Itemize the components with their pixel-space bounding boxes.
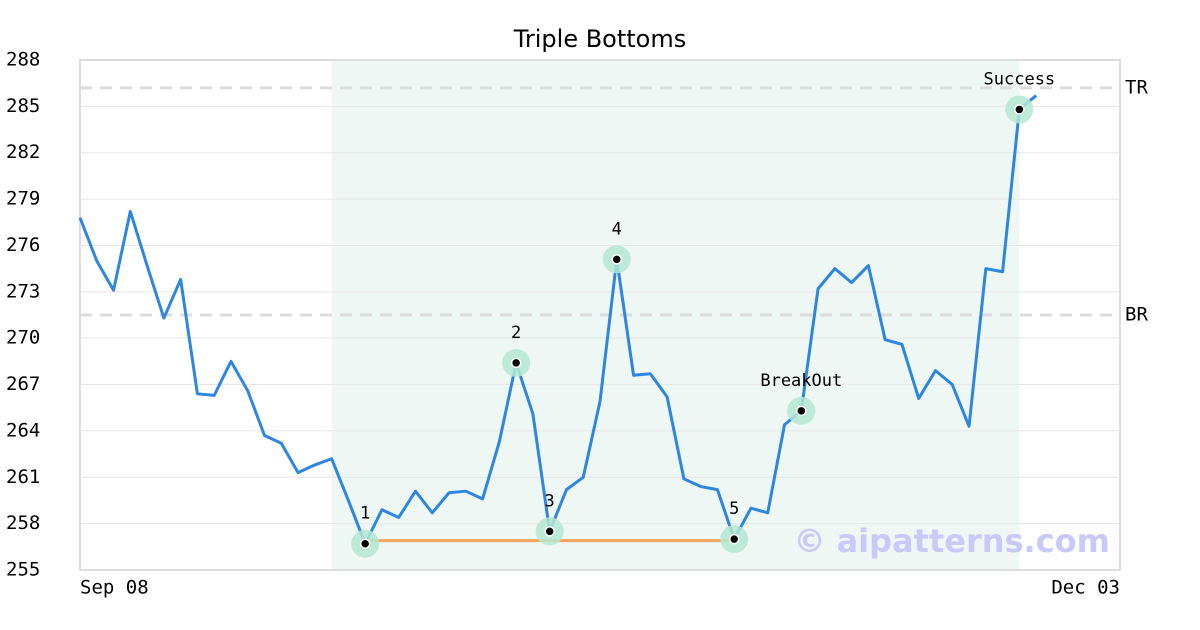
pivot-dot — [510, 357, 522, 369]
y-tick-label: 270 — [6, 327, 40, 349]
y-tick-label: 273 — [6, 280, 40, 302]
y-tick-label: 261 — [6, 466, 40, 488]
price-line — [78, 94, 1038, 546]
y-tick-label: 282 — [6, 141, 40, 163]
y-tick-label: 288 — [6, 49, 40, 71]
plot-frame — [79, 59, 1121, 571]
pivot-label: 5 — [729, 499, 739, 519]
chart-title: Triple Bottoms — [513, 25, 687, 53]
pivot-dot — [728, 533, 740, 545]
pivot-dot — [359, 538, 371, 549]
y-tick-label: 279 — [6, 188, 40, 210]
watermark: © aipatterns.com — [793, 522, 1110, 560]
level-label: BR — [1125, 304, 1148, 326]
y-tick-label: 264 — [6, 419, 40, 441]
y-tick-label: 258 — [6, 512, 40, 534]
x-tick-label: Sep 08 — [80, 577, 149, 599]
pivot-dot — [1014, 104, 1025, 115]
y-tick-label: 267 — [6, 373, 40, 395]
pivot-label: 4 — [612, 219, 622, 239]
pivot-dot — [544, 526, 555, 537]
y-tick-label: 285 — [6, 95, 40, 117]
pattern-region — [331, 60, 1020, 570]
y-tick-label: 276 — [6, 234, 40, 256]
pivot-label: 3 — [545, 491, 555, 511]
pivot-label: 1 — [360, 504, 370, 524]
pivot-label: BreakOut — [760, 371, 842, 391]
pivot-dot — [611, 254, 623, 265]
pivot-label: 2 — [511, 323, 521, 343]
level-label: TR — [1125, 76, 1148, 98]
y-tick-label: 255 — [6, 559, 40, 581]
pivot-label: Success — [984, 69, 1056, 89]
x-tick-label: Dec 03 — [1051, 577, 1120, 599]
pivot-dot — [796, 405, 807, 417]
